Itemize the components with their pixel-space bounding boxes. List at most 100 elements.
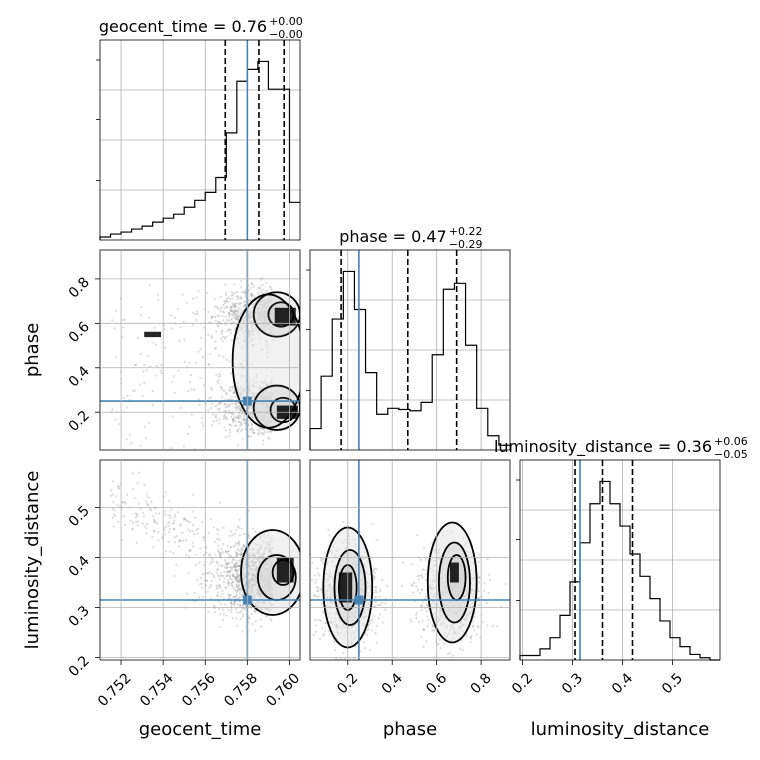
sample-point: [217, 529, 220, 532]
sample-point: [155, 512, 158, 515]
sample-point: [155, 374, 158, 377]
sample-point: [235, 542, 238, 545]
sample-point: [141, 394, 144, 398]
sample-point: [422, 645, 425, 649]
sample-point: [228, 312, 231, 315]
sample-point: [232, 545, 235, 548]
sample-point: [238, 416, 241, 420]
sample-point: [229, 389, 232, 392]
sample-point: [233, 305, 236, 309]
sample-point: [235, 569, 238, 572]
sample-point: [213, 298, 216, 301]
sample-point: [183, 517, 186, 520]
sample-point: [207, 363, 210, 366]
sample-point: [308, 570, 310, 572]
sample-point: [328, 534, 331, 537]
sample-point: [234, 595, 237, 598]
sample-point: [228, 534, 232, 537]
sample-point: [314, 618, 317, 622]
sample-point: [231, 561, 234, 564]
sample-point: [373, 614, 376, 618]
sample-point: [173, 519, 176, 522]
sample-point: [133, 389, 137, 392]
sample-point: [182, 445, 186, 448]
sample-point: [233, 310, 236, 313]
sample-point: [237, 417, 240, 420]
sample-point: [239, 415, 242, 418]
sample-point: [270, 430, 273, 434]
sample-point: [161, 536, 164, 540]
panel-title-geocent_time: geocent_time = 0.76 +0.00−0.00: [99, 15, 303, 41]
sample-point: [202, 536, 206, 539]
sample-point: [173, 527, 176, 531]
sample-point: [240, 424, 244, 427]
sample-point: [228, 593, 231, 596]
sample-point: [186, 301, 189, 305]
sample-point: [253, 431, 256, 435]
sample-point: [153, 326, 157, 329]
sample-point: [168, 521, 171, 524]
sample-point: [242, 607, 246, 610]
sample-point: [324, 629, 327, 633]
sample-point: [233, 312, 236, 316]
sample-point: [206, 572, 210, 575]
sample-point: [236, 401, 239, 404]
sample-point: [210, 388, 213, 391]
sample-point: [117, 423, 120, 426]
sample-point: [153, 530, 156, 533]
sample-point: [239, 407, 242, 410]
sample-point: [236, 554, 239, 557]
sample-point: [412, 581, 416, 585]
sample-point: [238, 534, 242, 537]
sample-point: [190, 413, 193, 416]
sample-point: [221, 314, 224, 317]
sample-point: [227, 435, 231, 438]
sample-point: [113, 327, 116, 330]
sample-point: [215, 419, 218, 422]
sample-point: [315, 595, 318, 598]
sample-point: [196, 312, 199, 315]
sample-point: [219, 603, 222, 606]
sample-point: [236, 302, 239, 305]
sample-point: [227, 562, 231, 565]
sample-point: [191, 529, 194, 532]
panel-title-phase: phase = 0.47 +0.22−0.29: [339, 225, 482, 251]
sample-point: [230, 602, 233, 605]
sample-point: [220, 595, 223, 598]
sample-point: [431, 629, 434, 632]
sample-point: [412, 591, 415, 594]
sample-point: [179, 523, 182, 526]
sample-point: [216, 586, 219, 589]
sample-point: [251, 294, 255, 297]
sample-point: [473, 615, 476, 619]
sample-point: [229, 546, 232, 549]
sample-point: [219, 574, 222, 577]
sample-point: [225, 562, 228, 565]
sample-point: [213, 576, 216, 579]
title-lower-error: −0.05: [714, 448, 748, 461]
sample-point: [129, 519, 132, 523]
sample-point: [152, 515, 155, 518]
sample-point: [181, 531, 184, 534]
sample-point: [184, 517, 187, 521]
sample-point: [244, 290, 247, 293]
sample-point: [237, 406, 240, 409]
sample-point: [173, 536, 176, 539]
sample-point: [421, 600, 424, 603]
sample-point: [173, 515, 176, 519]
sample-point: [374, 632, 377, 635]
sample-point: [139, 444, 142, 447]
sample-point: [264, 281, 268, 285]
sample-point: [230, 415, 233, 419]
sample-point: [477, 603, 480, 606]
sample-point: [380, 601, 384, 604]
sample-point: [169, 550, 172, 553]
sample-point: [235, 554, 239, 557]
sample-point: [220, 386, 223, 389]
sample-point: [238, 423, 242, 427]
sample-point: [211, 403, 214, 406]
sample-point: [385, 584, 389, 587]
sample-point: [219, 308, 222, 311]
sample-point: [230, 607, 233, 611]
